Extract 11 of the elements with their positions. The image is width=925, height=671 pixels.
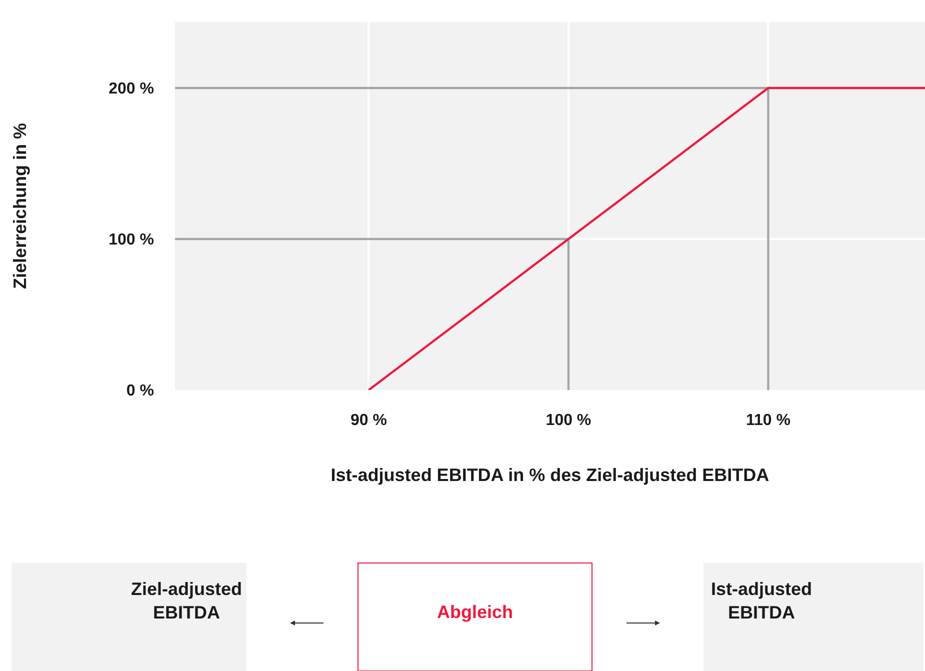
- text: Abgleich: [437, 602, 514, 622]
- y-tick-label: 0 %: [126, 382, 154, 400]
- text: Ist-adjusted EBITDA: [711, 579, 812, 622]
- x-tick-label: 90 %: [350, 412, 387, 429]
- y-tick-label: 200 %: [108, 80, 154, 98]
- x-tick-label: 100 %: [546, 412, 592, 429]
- y-axis-title: Zielerreichung in %: [10, 122, 30, 290]
- x-axis-title: Ist-adjusted EBITDA in % des Ziel-adjusted EBITDA: [330, 465, 770, 486]
- text: Ziel-adjusted EBITDA: [131, 579, 242, 622]
- y-tick-label: 100 %: [108, 232, 154, 249]
- x-tick-label: 110 %: [746, 412, 790, 429]
